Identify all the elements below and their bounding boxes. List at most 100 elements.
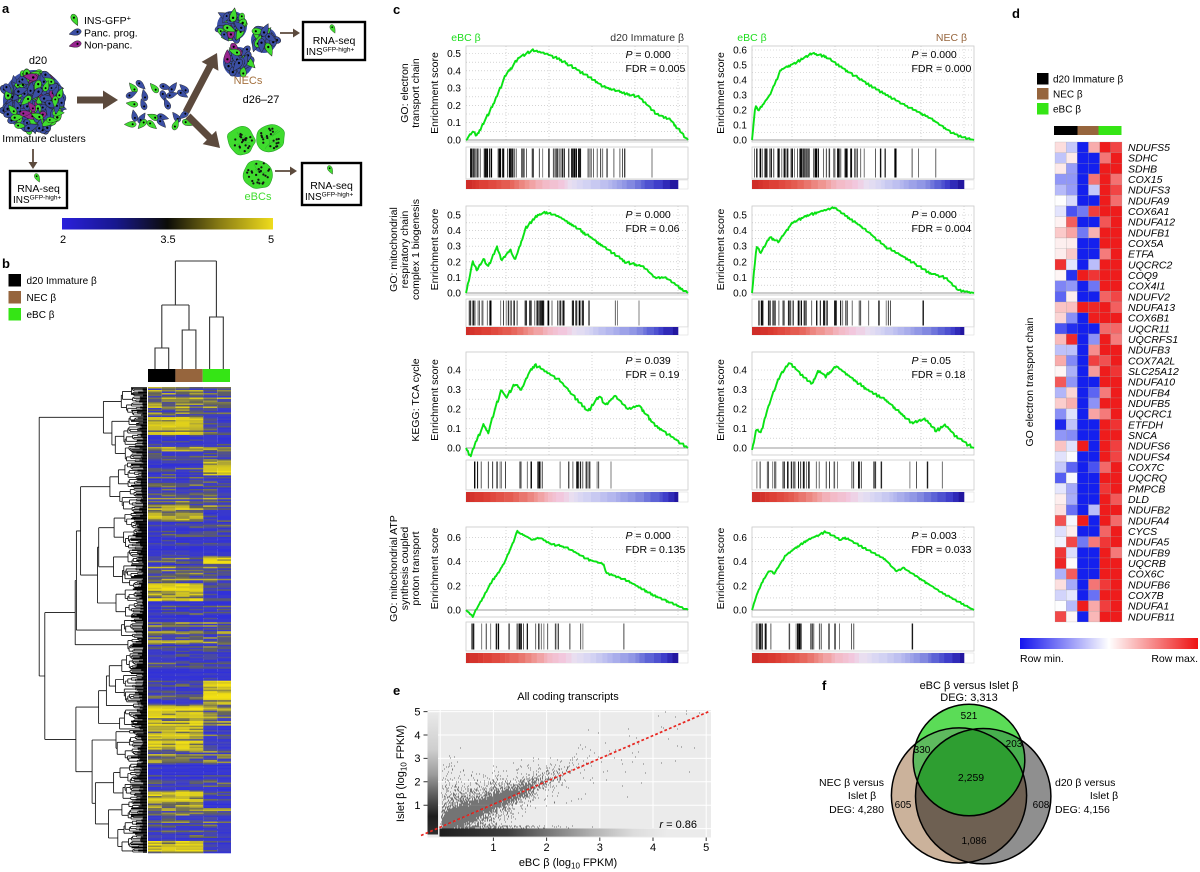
svg-text:0.0: 0.0	[733, 444, 747, 455]
svg-text:PMPCB: PMPCB	[1128, 483, 1165, 495]
svg-text:ETFA: ETFA	[1128, 249, 1154, 261]
svg-text:0.2: 0.2	[733, 581, 747, 592]
svg-text:e: e	[393, 683, 400, 698]
svg-text:NEC β: NEC β	[936, 32, 967, 44]
svg-text:UQCR11: UQCR11	[1128, 323, 1170, 335]
svg-text:Enrichment score: Enrichment score	[429, 527, 441, 609]
svg-text:d20 β versus: d20 β versus	[1055, 777, 1115, 789]
svg-text:RNA-seq: RNA-seq	[313, 35, 356, 47]
svg-text:synthesis coupled: synthesis coupled	[399, 527, 411, 611]
svg-text:r = 0.86: r = 0.86	[659, 819, 697, 831]
svg-text:d20: d20	[29, 55, 47, 67]
svg-text:NDUFA13: NDUFA13	[1128, 302, 1175, 314]
svg-text:FDR = 0.06: FDR = 0.06	[626, 223, 680, 235]
svg-text:NDUFB6: NDUFB6	[1128, 579, 1170, 591]
svg-text:CYCS: CYCS	[1128, 526, 1157, 538]
svg-text:0.0: 0.0	[447, 444, 461, 455]
svg-text:d: d	[1012, 6, 1020, 21]
svg-text:0.2: 0.2	[447, 405, 461, 416]
svg-text:UQCRC1: UQCRC1	[1128, 409, 1172, 421]
svg-text:P = 0.000: P = 0.000	[626, 209, 671, 221]
svg-text:GO electron transport chain: GO electron transport chain	[1024, 317, 1036, 446]
svg-text:0.3: 0.3	[447, 385, 461, 396]
svg-text:Row max.: Row max.	[1151, 653, 1198, 665]
svg-text:UQCRQ: UQCRQ	[1128, 473, 1167, 485]
svg-text:P = 0.003: P = 0.003	[912, 530, 957, 542]
svg-text:SDHB: SDHB	[1128, 163, 1157, 175]
svg-text:0.3: 0.3	[733, 242, 747, 253]
svg-text:COX6B1: COX6B1	[1128, 313, 1169, 325]
svg-text:RNA-seq: RNA-seq	[17, 183, 60, 195]
svg-text:0.5: 0.5	[447, 49, 461, 60]
svg-text:NEC β: NEC β	[1053, 90, 1083, 101]
svg-text:0.0: 0.0	[733, 606, 747, 617]
svg-text:0.0: 0.0	[447, 289, 461, 300]
svg-text:0.3: 0.3	[447, 242, 461, 253]
svg-text:SDHC: SDHC	[1128, 153, 1158, 165]
svg-text:NDUFA5: NDUFA5	[1128, 537, 1169, 549]
svg-text:Islet β: Islet β	[1090, 790, 1118, 802]
svg-text:COX6A1: COX6A1	[1128, 206, 1169, 218]
svg-text:eBCs: eBCs	[245, 191, 272, 203]
svg-text:eBC β: eBC β	[1053, 105, 1081, 116]
svg-text:NDUFB2: NDUFB2	[1128, 505, 1170, 517]
svg-text:0.4: 0.4	[733, 366, 747, 377]
svg-text:Enrichment score: Enrichment score	[429, 208, 441, 290]
svg-text:P = 0.000: P = 0.000	[912, 209, 957, 221]
svg-text:KEGG: TCA cycle: KEGG: TCA cycle	[410, 358, 422, 441]
svg-text:INSGFP-high+: INSGFP-high+	[305, 192, 353, 204]
svg-text:2: 2	[60, 234, 66, 246]
svg-text:NDUFS5: NDUFS5	[1128, 142, 1170, 154]
svg-text:0.4: 0.4	[447, 66, 461, 77]
svg-text:ETFDH: ETFDH	[1128, 419, 1163, 431]
svg-text:P = 0.000: P = 0.000	[626, 49, 671, 61]
svg-text:0.3: 0.3	[447, 84, 461, 95]
svg-text:SLC25A12: SLC25A12	[1128, 366, 1179, 378]
svg-text:0.4: 0.4	[447, 366, 461, 377]
svg-text:Enrichment score: Enrichment score	[715, 359, 727, 441]
svg-text:NDUFB1: NDUFB1	[1128, 227, 1170, 239]
svg-text:NDUFB4: NDUFB4	[1128, 387, 1170, 399]
svg-text:INS-GFP+: INS-GFP+	[84, 14, 132, 28]
svg-text:COX15: COX15	[1128, 174, 1163, 186]
svg-text:transport chain: transport chain	[410, 58, 422, 128]
svg-text:NDUFB3: NDUFB3	[1128, 345, 1170, 357]
svg-text:0.0: 0.0	[447, 606, 461, 617]
svg-text:complex 1 biogenesis: complex 1 biogenesis	[410, 199, 422, 300]
svg-text:0.0: 0.0	[733, 289, 747, 300]
svg-text:GO: mitochondrial: GO: mitochondrial	[388, 207, 400, 292]
svg-text:COX7B: COX7B	[1128, 590, 1164, 602]
svg-text:0.2: 0.2	[447, 101, 461, 112]
svg-text:0.5: 0.5	[733, 61, 747, 72]
svg-text:605: 605	[895, 800, 912, 811]
svg-text:521: 521	[961, 711, 978, 722]
svg-text:respiratory chain: respiratory chain	[399, 211, 411, 289]
svg-text:0.4: 0.4	[447, 557, 461, 568]
svg-text:NDUFB5: NDUFB5	[1128, 398, 1170, 410]
svg-text:Enrichment score: Enrichment score	[429, 359, 441, 441]
svg-text:0.1: 0.1	[447, 424, 461, 435]
svg-text:0.1: 0.1	[733, 121, 747, 132]
svg-text:eBC β versus Islet β: eBC β versus Islet β	[920, 680, 1019, 692]
svg-text:RNA-seq: RNA-seq	[310, 180, 353, 192]
svg-text:3.5: 3.5	[160, 234, 175, 246]
svg-text:2: 2	[414, 777, 420, 789]
svg-text:5: 5	[703, 842, 709, 854]
svg-text:3: 3	[597, 842, 603, 854]
svg-text:2,259: 2,259	[958, 772, 984, 784]
svg-text:0.4: 0.4	[447, 226, 461, 237]
svg-text:FDR = 0.005: FDR = 0.005	[626, 63, 686, 75]
svg-text:1: 1	[490, 842, 496, 854]
svg-text:0.6: 0.6	[447, 533, 461, 544]
svg-text:COX4I1: COX4I1	[1128, 281, 1165, 293]
svg-text:NDUFB9: NDUFB9	[1128, 547, 1170, 559]
svg-text:Non-panc.: Non-panc.	[84, 40, 132, 52]
svg-text:1: 1	[414, 800, 420, 812]
svg-text:Islet β: Islet β	[848, 790, 876, 802]
svg-text:Enrichment score: Enrichment score	[715, 52, 727, 134]
svg-text:NDUFS4: NDUFS4	[1128, 451, 1170, 463]
svg-text:COX6C: COX6C	[1128, 569, 1165, 581]
svg-text:P = 0.05: P = 0.05	[912, 355, 952, 367]
svg-text:608: 608	[1033, 800, 1050, 811]
svg-text:d20 Immature β: d20 Immature β	[1053, 75, 1123, 86]
